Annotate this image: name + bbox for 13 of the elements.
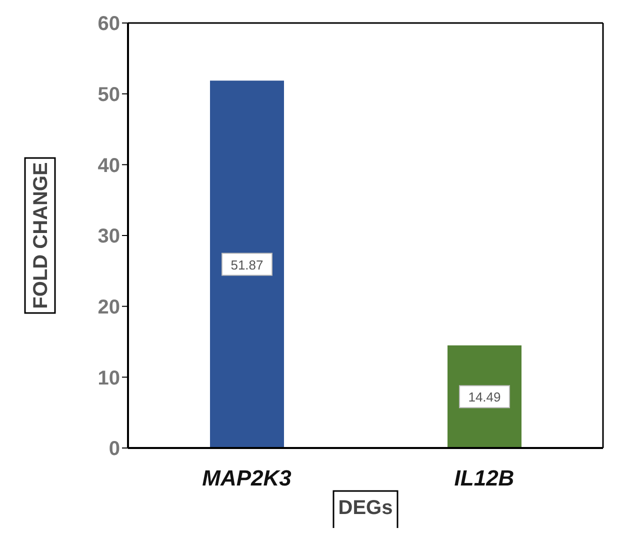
y-tick-label: 30 bbox=[98, 226, 120, 248]
y-axis-title: FOLD CHANGE bbox=[30, 162, 52, 309]
y-tick-label: 40 bbox=[98, 154, 120, 177]
x-tick-label: IL12B bbox=[454, 466, 514, 491]
y-tick-label: 0 bbox=[108, 438, 120, 460]
y-tick-label: 20 bbox=[98, 296, 120, 318]
y-tick-label: 60 bbox=[98, 13, 120, 36]
x-tick-label: MAP2K3 bbox=[202, 466, 292, 491]
y-tick-label: 50 bbox=[98, 84, 120, 106]
data-label: 51.87 bbox=[230, 257, 264, 272]
y-tick-label: 10 bbox=[98, 367, 120, 390]
x-axis-title: DEGs bbox=[338, 497, 393, 519]
data-label: 14.49 bbox=[468, 390, 501, 405]
